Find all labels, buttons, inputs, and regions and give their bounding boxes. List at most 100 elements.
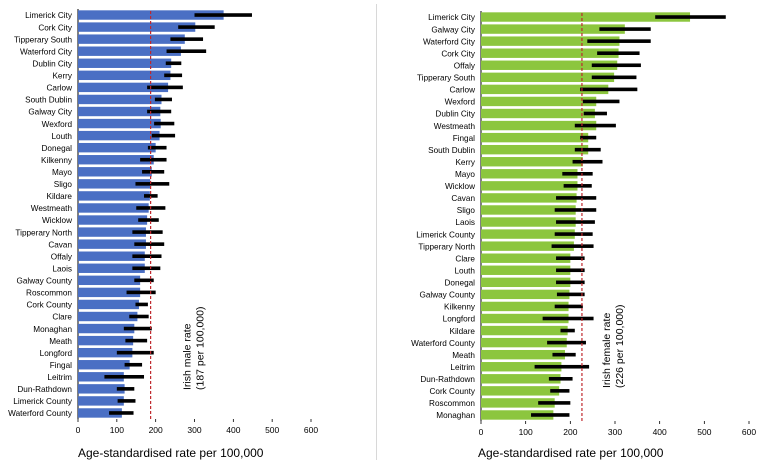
male-confidence-interval: [154, 97, 172, 102]
male-x-tick-label: 300: [187, 425, 201, 435]
male-category-label: Waterford City: [20, 47, 73, 56]
male-bar: [78, 10, 224, 20]
female-category-label: Cavan: [451, 194, 475, 203]
female-category-label: Carlow: [450, 86, 476, 95]
female-category-label: Clare: [455, 254, 475, 263]
female-category-label: Waterford City: [423, 37, 476, 46]
female-bar: [481, 132, 589, 143]
female-category-label: Waterford County: [411, 339, 476, 348]
male-bar: [78, 46, 181, 56]
female-bar: [481, 36, 620, 46]
female-confidence-interval: [554, 304, 583, 309]
male-category-label: Kildare: [47, 192, 73, 201]
female-reference-label-line: Irish female rate: [601, 313, 613, 388]
female-bar: [481, 277, 571, 288]
male-confidence-interval: [135, 182, 170, 186]
male-category-label: Monaghan: [33, 325, 72, 334]
male-bar: [78, 408, 122, 418]
female-bar: [481, 349, 565, 360]
male-x-tick-label: 400: [226, 425, 240, 435]
male-reference-label-line: (187 per 100,000): [195, 307, 207, 390]
male-bar: [78, 311, 138, 322]
female-category-label: Roscommon: [429, 399, 475, 408]
male-bar: [78, 22, 196, 32]
female-category-label: Westmeath: [434, 122, 476, 131]
male-bar: [78, 82, 169, 93]
female-confidence-interval: [574, 147, 601, 152]
male-bar: [78, 263, 145, 273]
female-bar: [481, 337, 567, 348]
male-bar: [78, 287, 141, 298]
male-confidence-interval: [125, 338, 148, 343]
male-confidence-interval: [138, 218, 159, 222]
female-category-label: Limerick County: [416, 230, 476, 239]
male-category-label: Cork County: [26, 301, 72, 310]
female-bar: [481, 48, 619, 58]
male-confidence-interval: [147, 109, 172, 114]
male-category-label: Limerick County: [13, 397, 73, 406]
female-confidence-interval: [587, 39, 651, 43]
female-bar: [481, 362, 562, 372]
female-confidence-interval: [548, 376, 573, 381]
male-category-label: Wexford: [42, 120, 73, 129]
male-bar: [78, 34, 185, 44]
female-x-tick-label: 300: [608, 427, 622, 437]
male-category-label: Roscommon: [26, 289, 72, 298]
female-confidence-interval: [547, 340, 586, 345]
male-category-label: Sligo: [54, 180, 73, 189]
male-x-tick-label: 500: [265, 425, 279, 435]
male-category-label: Mayo: [52, 168, 72, 177]
male-confidence-interval: [140, 157, 167, 162]
female-x-tick-label: 200: [563, 427, 577, 437]
male-confidence-interval: [135, 302, 148, 307]
female-category-label: Longford: [443, 315, 476, 324]
male-bar: [78, 227, 146, 237]
female-bar: [481, 265, 571, 275]
male-confidence-interval: [194, 13, 252, 17]
female-x-tick-label: 500: [697, 427, 711, 437]
male-bar: [78, 239, 146, 249]
male-category-label: Westmeath: [31, 204, 73, 213]
female-bar: [481, 217, 576, 227]
female-confidence-interval: [591, 63, 641, 68]
female-x-tick-label: 600: [742, 427, 756, 437]
male-confidence-interval: [134, 278, 154, 283]
female-category-label: Galway County: [419, 291, 475, 300]
female-bar: [481, 72, 615, 83]
female-confidence-interval: [542, 316, 594, 321]
female-bar: [481, 181, 578, 191]
female-confidence-interval: [556, 280, 585, 285]
male-category-label: Galway County: [16, 277, 72, 286]
male-bar: [78, 299, 139, 310]
male-bar: [78, 360, 130, 370]
female-confidence-interval: [531, 413, 570, 417]
male-bar: [78, 142, 156, 153]
female-confidence-interval: [560, 328, 575, 333]
female-confidence-interval: [556, 292, 585, 297]
female-confidence-interval: [580, 135, 597, 140]
female-category-label: Galway City: [431, 25, 476, 34]
female-confidence-interval: [556, 268, 585, 273]
female-confidence-interval: [538, 401, 571, 405]
female-confidence-interval: [556, 220, 595, 224]
male-confidence-interval: [165, 61, 182, 66]
female-category-label: Wexford: [445, 98, 476, 107]
female-category-label: Cork County: [429, 387, 475, 396]
female-confidence-interval: [599, 27, 651, 31]
male-x-tick-label: 600: [304, 425, 318, 435]
male-x-tick-label: 200: [149, 425, 163, 435]
male-bar: [78, 106, 161, 117]
male-bar: [78, 94, 162, 105]
male-category-label: Limerick City: [25, 11, 73, 20]
female-bar: [481, 24, 625, 34]
male-category-label: Offaly: [51, 252, 73, 261]
male-category-label: Fingal: [50, 361, 72, 370]
female-bar: [481, 253, 571, 263]
female-confidence-interval: [574, 123, 616, 128]
male-confidence-interval: [129, 314, 149, 319]
female-confidence-interval: [562, 171, 593, 176]
male-bar: [78, 167, 152, 177]
male-confidence-interval: [166, 49, 207, 54]
female-category-label: Donegal: [445, 279, 476, 288]
male-category-label: Wicklow: [42, 216, 72, 225]
